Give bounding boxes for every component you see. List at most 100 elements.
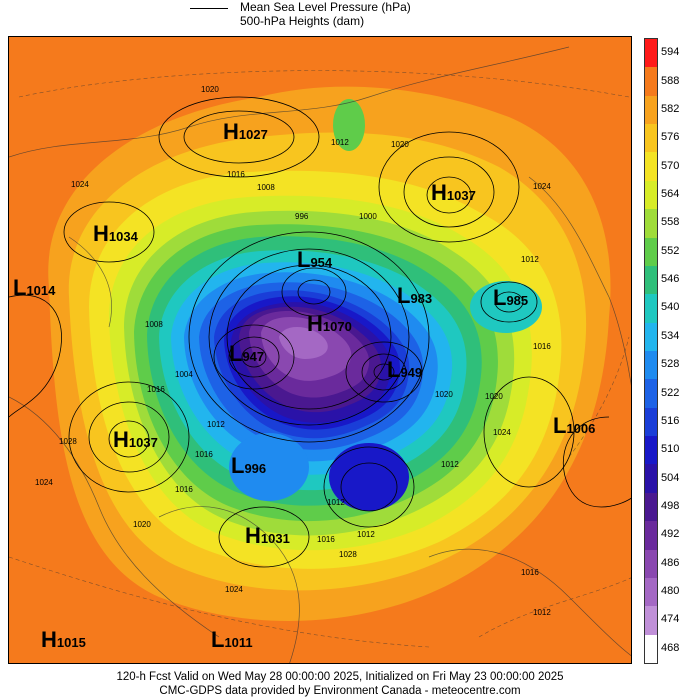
isobar-label: 1016 — [175, 485, 193, 494]
isobar-label: 1016 — [317, 535, 335, 544]
colorbar-label: 486 — [661, 556, 680, 569]
map-legend: Mean Sea Level Pressure (hPa) 500-hPa He… — [190, 0, 550, 34]
pressure-center-low: L983 — [397, 283, 433, 308]
colorbar-segment — [645, 549, 657, 579]
colorbar-label: 546 — [661, 273, 680, 286]
isobar-label: 1024 — [533, 182, 551, 191]
colorbar-segment — [645, 322, 657, 352]
colorbar-label: 468 — [661, 641, 680, 654]
colorbar-segment — [645, 180, 657, 210]
colorbar-segment — [645, 95, 657, 125]
pressure-center-low: L996 — [231, 453, 267, 478]
pressure-center-low: L1011 — [211, 627, 253, 652]
pressure-center-low: L1006 — [553, 413, 596, 438]
colorbar-label: 510 — [661, 443, 680, 456]
isobar-line-sample — [190, 8, 228, 9]
isobar-label: 1016 — [521, 568, 539, 577]
colorbar-segment — [645, 152, 657, 182]
colorbar-label: 504 — [661, 471, 680, 484]
isobar-label: 1016 — [195, 450, 213, 459]
isobar-label: 1012 — [207, 420, 225, 429]
colorbar-segment — [645, 577, 657, 607]
colorbar-segment — [645, 294, 657, 324]
pressure-center-high: H1031 — [245, 523, 290, 548]
height-zone-510-lobe — [329, 443, 409, 511]
colorbar-label: 582 — [661, 102, 680, 115]
pressure-center-high: H1015 — [41, 627, 86, 652]
colorbar-label: 498 — [661, 500, 680, 512]
isobar-label: 1020 — [133, 520, 151, 529]
colorbar-segment — [645, 634, 657, 664]
isobar-label: 1012 — [327, 498, 345, 507]
isobar-label: 1028 — [59, 437, 77, 446]
isobar-label: 1020 — [391, 140, 409, 149]
isobar-label: 1000 — [359, 212, 377, 221]
isobar-label: 1020 — [435, 390, 453, 399]
colorbar-segment — [645, 265, 657, 295]
colorbar-label: 474 — [661, 613, 680, 626]
isobar-label: 1016 — [227, 170, 245, 179]
isobar-label: 1012 — [331, 138, 349, 147]
colorbar-label: 588 — [661, 74, 680, 87]
colorbar-label: 570 — [661, 159, 680, 172]
height-zone-528-lobe — [229, 433, 309, 501]
isobar-label: 996 — [295, 212, 309, 221]
height-zone-540-lobe — [470, 281, 542, 333]
colorbar-label: 516 — [661, 414, 680, 427]
isobar-label: 1012 — [533, 608, 551, 617]
isobar-label: 1020 — [201, 85, 219, 94]
pressure-center-high: H1037 — [431, 180, 476, 205]
colorbar-segment — [645, 237, 657, 267]
pressure-center-low: L1014 — [13, 275, 56, 300]
isobar-label: 1016 — [147, 385, 165, 394]
colorbar-label: 576 — [661, 131, 680, 144]
isobar-label: 1024 — [225, 585, 243, 594]
colorbar-segment — [645, 436, 657, 465]
isobar-label: 1028 — [339, 550, 357, 559]
height-zone-480 — [279, 327, 328, 359]
pressure-center-low: L985 — [493, 285, 529, 310]
colorbar-label: 594 — [661, 46, 680, 59]
colorbar-segment — [645, 39, 657, 68]
pressure-center-high: H1037 — [113, 427, 158, 452]
isobar-label: 1024 — [35, 478, 53, 487]
footer-credit: CMC-GDPS data provided by Environment Ca… — [159, 685, 521, 697]
isobar-label: 1012 — [521, 255, 539, 264]
isobars — [9, 96, 631, 568]
isobar-label: 1004 — [175, 370, 193, 379]
colorbar-segment — [645, 521, 657, 551]
colorbar-segment — [645, 606, 657, 636]
pressure-center-high: H1070 — [307, 311, 352, 336]
pressure-center-high: H1027 — [223, 119, 268, 144]
isobar-label: 1012 — [441, 460, 459, 469]
height-colorbar — [644, 38, 658, 664]
colorbar-segment — [645, 124, 657, 153]
dashed-contours — [9, 70, 631, 648]
colorbar-segment — [645, 464, 657, 494]
isobar-label: 1024 — [493, 428, 511, 437]
colorbar-segment — [645, 379, 657, 409]
coastlines — [9, 46, 631, 663]
footer-valid-time: 120-h Fcst Valid on Wed May 28 00:00:00 … — [116, 671, 564, 683]
colorbar-label: 552 — [661, 244, 680, 257]
pressure-center-low: L954 — [297, 247, 333, 272]
pressure-center-low: L949 — [387, 357, 423, 382]
colorbar-label: 564 — [661, 188, 680, 200]
colorbar-segment — [645, 67, 657, 97]
colorbar-label: 480 — [661, 585, 680, 598]
colorbar-label: 534 — [661, 329, 680, 342]
colorbar-segment — [645, 209, 657, 239]
pressure-center-low: L947 — [229, 341, 265, 366]
isobar-label: 1020 — [485, 392, 503, 401]
pressure-center-high: H1034 — [93, 221, 138, 246]
isobar-label: 1024 — [71, 180, 89, 189]
legend-heights: 500-hPa Heights (dam) — [240, 14, 365, 28]
colorbar-label: 540 — [661, 301, 680, 314]
height-zone-552-lobe — [333, 99, 365, 151]
isobar-labels: 1020 1012 1020 1016 1008 1024 996 1000 1… — [35, 85, 551, 617]
colorbar-segment — [645, 492, 657, 522]
forecast-map: 1020 1012 1020 1016 1008 1024 996 1000 1… — [8, 36, 632, 664]
legend-mslp: Mean Sea Level Pressure (hPa) — [240, 0, 411, 14]
isobar-label: 1012 — [357, 530, 375, 539]
isobar-label: 1008 — [145, 320, 163, 329]
